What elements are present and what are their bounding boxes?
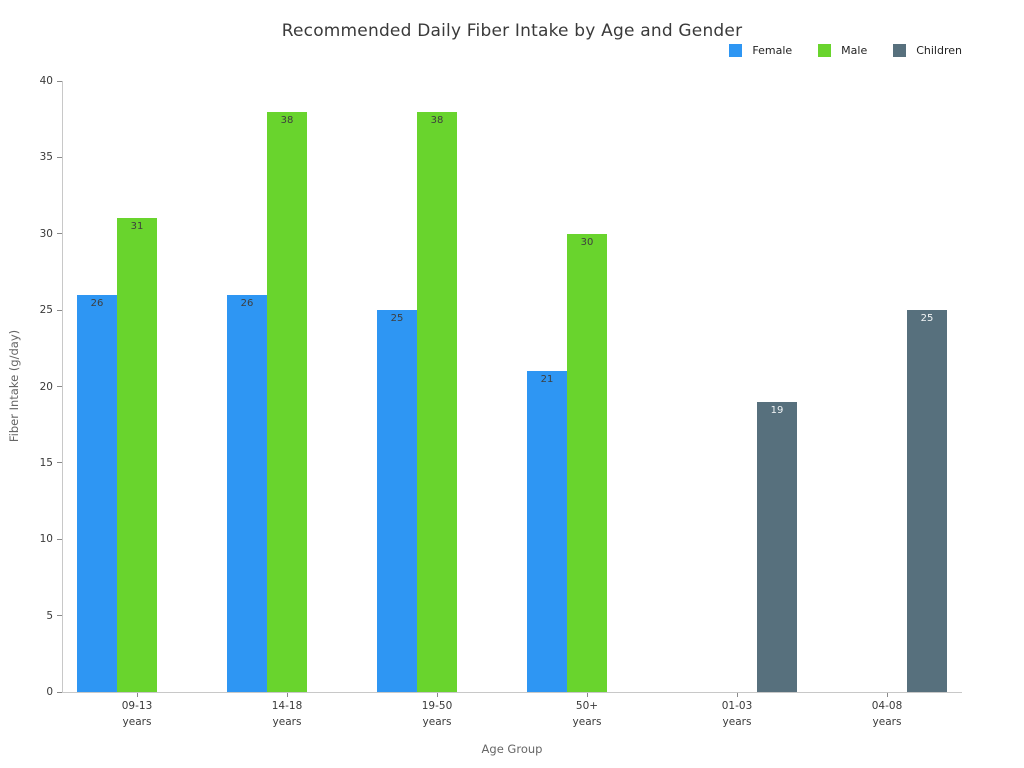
bar-female [77,294,117,692]
bar-female [377,310,417,692]
legend-label: Male [841,44,868,57]
bar-value-label: 21 [540,374,554,386]
x-tick-label: 01-03 years [721,700,753,728]
y-tick-label: 10 [39,533,53,546]
x-tick-mark [136,693,138,697]
bar-value-label: 25 [390,313,404,325]
bar-female [227,294,267,692]
y-tick-mark [57,309,62,311]
legend-item-children: Children [893,44,962,57]
legend: Female Male Children [729,44,962,57]
y-tick-label: 0 [46,686,53,698]
x-axis-label: Age Group [481,742,543,756]
bar-male [267,111,307,692]
y-tick-label: 35 [39,151,53,164]
bar-female [527,371,567,692]
legend-label: Female [752,44,793,57]
x-tick-mark [586,693,588,697]
y-tick-label: 15 [39,456,53,469]
bar-children [757,401,797,692]
bar-value-label: 31 [130,221,144,233]
bar-male [567,233,607,692]
y-tick-mark [57,462,62,464]
x-tick-mark [886,693,888,697]
y-tick-mark [57,538,62,540]
x-tick-label: 04-08 years [871,700,903,728]
bar-value-label: 38 [280,114,294,126]
legend-swatch-female [729,44,743,57]
chart-title: Recommended Daily Fiber Intake by Age an… [281,21,743,41]
y-tick-label: 25 [39,304,53,317]
y-tick-mark [57,691,62,693]
x-tick-label: 09-13 years [121,700,153,728]
y-tick-mark [57,156,62,158]
bar-value-label: 19 [770,404,784,416]
y-tick-mark [57,615,62,617]
y-tick-label: 30 [39,227,53,240]
x-axis-line [62,692,962,693]
bar-value-label: 25 [920,313,934,325]
y-tick-label: 40 [39,75,53,87]
bar-male [417,111,457,692]
x-tick-label: 19-50 years [421,700,453,728]
legend-swatch-male [818,44,832,57]
bar-value-label: 26 [240,297,254,309]
legend-item-female: Female [729,44,792,57]
y-tick-mark [57,80,62,82]
legend-label: Children [916,44,962,57]
bar-value-label: 30 [580,236,594,248]
bar-value-label: 38 [430,114,444,126]
y-tick-label: 20 [39,380,53,393]
x-tick-label: 14-18 years [271,700,303,728]
y-axis-line [62,81,63,692]
legend-swatch-children [893,44,907,57]
y-tick-label: 5 [46,609,53,622]
x-tick-mark [286,693,288,697]
x-tick-label: 50+ years [572,700,602,728]
y-tick-mark [57,233,62,235]
bar-children [907,310,947,692]
x-tick-mark [736,693,738,697]
bar-male [117,218,157,692]
legend-item-male: Male [818,44,867,57]
bar-value-label: 26 [90,297,104,309]
y-tick-mark [57,386,62,387]
x-tick-mark [436,693,438,697]
